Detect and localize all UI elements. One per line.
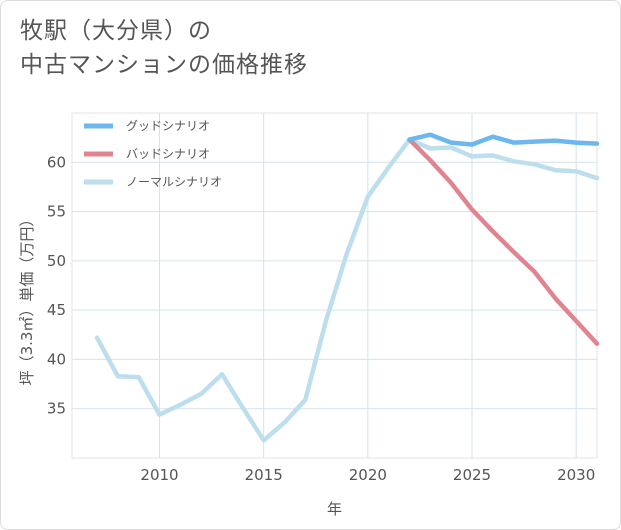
x-tick-label: 2020 [349,466,387,484]
y-tick-label: 45 [47,301,66,319]
series-lines [94,132,600,443]
series-line-0 [407,132,600,147]
x-tick-label: 2010 [140,466,178,484]
y-axis-title: 坪（3.3㎡）単価（万円） [18,212,36,386]
legend-label: グッドシナリオ [126,119,210,133]
tick-labels: 2010 2015 2020 2025 2030 35 40 45 50 55 60 [47,153,595,484]
legend-label: バッドシナリオ [126,147,210,161]
x-tick-label: 2030 [557,466,595,484]
x-axis-title: 年 [327,500,342,518]
y-tick-label: 35 [47,400,66,418]
y-tick-label: 60 [47,153,66,171]
y-tick-label: 50 [47,252,66,270]
title-line-1: 牧駅（大分県）の [20,18,212,44]
chart-title: 牧駅（大分県）の 中古マンションの価格推移 [20,14,308,82]
plot-area [71,112,598,459]
x-tick-label: 2025 [453,466,491,484]
series-line-2 [94,137,600,443]
grid [71,112,598,459]
y-tick-label: 55 [47,203,66,221]
title-line-2: 中古マンションの価格推移 [20,52,308,78]
legend-label: ノーマルシナリオ [126,175,222,189]
x-tick-label: 2015 [245,466,283,484]
series-line-1 [407,137,600,346]
y-tick-label: 40 [47,350,66,368]
